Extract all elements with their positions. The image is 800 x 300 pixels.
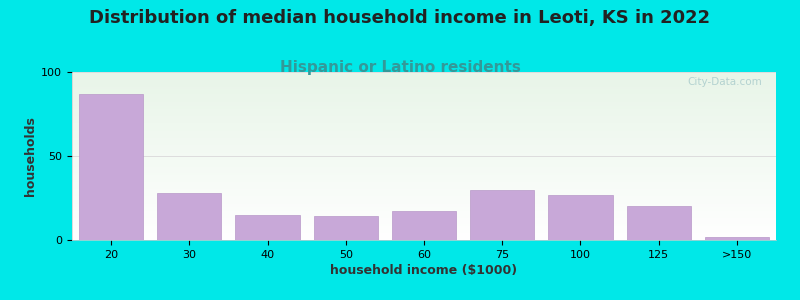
Y-axis label: households: households — [24, 116, 37, 196]
Bar — [79, 94, 143, 240]
Bar — [314, 217, 378, 240]
Bar — [548, 195, 613, 240]
Text: City-Data.com: City-Data.com — [687, 77, 762, 87]
Text: Hispanic or Latino residents: Hispanic or Latino residents — [279, 60, 521, 75]
X-axis label: household income ($1000): household income ($1000) — [330, 264, 518, 277]
Bar — [626, 206, 690, 240]
Bar — [392, 212, 456, 240]
Bar — [470, 190, 534, 240]
Bar — [158, 193, 222, 240]
Bar — [235, 215, 300, 240]
Text: Distribution of median household income in Leoti, KS in 2022: Distribution of median household income … — [90, 9, 710, 27]
Bar — [705, 237, 769, 240]
